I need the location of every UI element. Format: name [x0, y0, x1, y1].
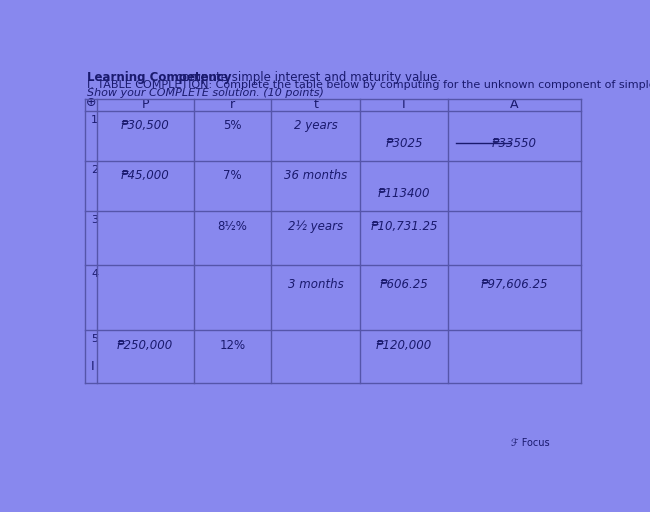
Text: compute simple interest and maturity value.: compute simple interest and maturity val…	[176, 71, 441, 83]
Text: 1: 1	[91, 115, 98, 124]
Text: 2½ years: 2½ years	[288, 221, 343, 233]
Text: A: A	[510, 98, 519, 112]
Text: ₱45,000: ₱45,000	[121, 169, 170, 182]
Text: ₱120,000: ₱120,000	[376, 339, 432, 352]
Text: 36 months: 36 months	[284, 169, 347, 182]
Text: 8½%: 8½%	[218, 221, 247, 233]
Text: I: I	[90, 360, 94, 373]
Text: ₱30,500: ₱30,500	[121, 119, 170, 132]
Text: ₱3025: ₱3025	[385, 137, 422, 150]
Text: ₱250,000: ₱250,000	[117, 339, 174, 352]
Text: r: r	[230, 98, 235, 112]
Text: 3: 3	[91, 215, 98, 225]
Text: Learning Competency: Learning Competency	[88, 71, 232, 83]
Text: 5%: 5%	[223, 119, 242, 132]
Text: ⊕: ⊕	[86, 96, 96, 109]
Text: 4: 4	[91, 269, 98, 279]
Text: P: P	[142, 98, 149, 112]
Text: I. TABLE COMPLETION: Complete the table below by computing for the unknown compo: I. TABLE COMPLETION: Complete the table …	[88, 80, 650, 90]
Text: I: I	[402, 98, 406, 112]
Text: 2: 2	[91, 165, 98, 175]
Text: 7%: 7%	[223, 169, 242, 182]
Text: 5: 5	[91, 334, 98, 344]
Text: 2 years: 2 years	[294, 119, 337, 132]
Text: ₱113400: ₱113400	[378, 187, 430, 200]
Text: t: t	[313, 98, 318, 112]
Text: ₱33550: ₱33550	[492, 137, 537, 150]
Text: 3 months: 3 months	[288, 278, 344, 291]
Text: ℱ Focus: ℱ Focus	[512, 438, 550, 448]
Text: Show your COMPLETE solution. (10 points): Show your COMPLETE solution. (10 points)	[88, 88, 324, 98]
Text: ₱97,606.25: ₱97,606.25	[481, 278, 548, 291]
Text: ₱606.25: ₱606.25	[380, 278, 428, 291]
Text: ₱10,731.25: ₱10,731.25	[370, 221, 438, 233]
Text: 12%: 12%	[219, 339, 246, 352]
